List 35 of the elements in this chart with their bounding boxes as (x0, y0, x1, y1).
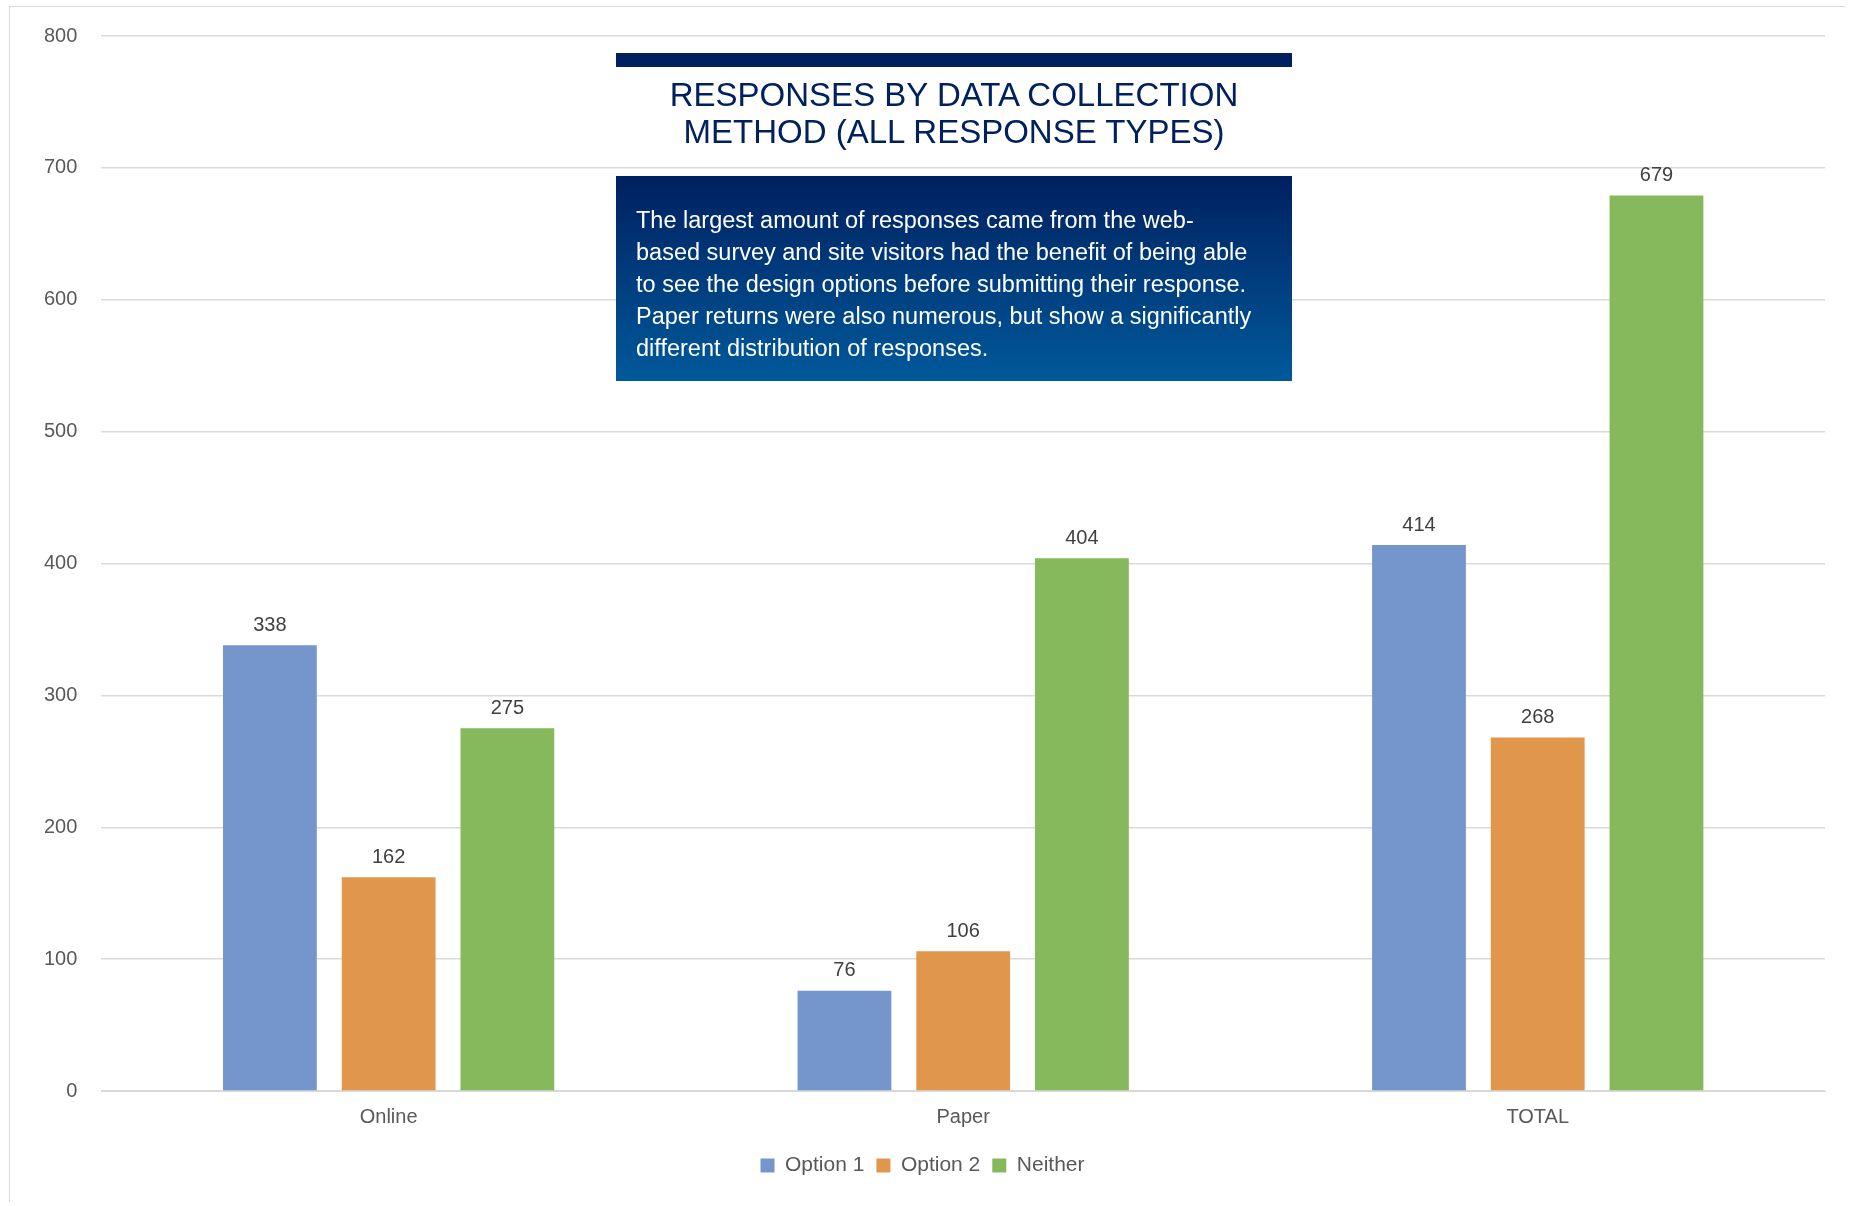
x-tick-label: TOTAL (1506, 1104, 1570, 1127)
y-tick-label: 500 (43, 419, 78, 442)
data-label: 414 (1402, 512, 1436, 535)
bar (1372, 545, 1466, 1091)
x-tick-label: Paper (936, 1104, 991, 1127)
data-label: 76 (833, 958, 856, 981)
legend-label: Neither (1016, 1152, 1085, 1176)
y-tick-label: 600 (43, 287, 78, 310)
y-tick-label: 300 (43, 682, 78, 705)
y-tick-label: 700 (43, 155, 78, 178)
annotation: The largest amount of responses came from the web-based survey and site visitors had the benefit of being able to see the design options before submitting their response. Paper returns were also numerous, but show a significantly different distribution of responses. (636, 206, 1253, 363)
data-label: 162 (371, 844, 406, 867)
text: RESPONSES BY DATA COLLECTION METHOD (ALL RESPONSE TYPES) (668, 76, 1240, 150)
y-tick-label: 0 (66, 1078, 78, 1101)
data-label: 275 (490, 695, 525, 718)
legend-label: Option 2 (900, 1152, 981, 1176)
data-label: 679 (1639, 163, 1674, 186)
data-label: 106 (946, 918, 980, 941)
y-tick-label: 800 (43, 23, 78, 46)
y-tick-label: 100 (43, 946, 78, 969)
bar (1609, 195, 1704, 1091)
bar (223, 645, 317, 1091)
data-label: 404 (1065, 525, 1099, 548)
legend-label: Option 1 (785, 1152, 865, 1176)
bar (1035, 558, 1129, 1091)
x-tick-label: Online (359, 1104, 418, 1127)
bar (341, 877, 436, 1091)
bar (797, 990, 892, 1091)
data-label: 268 (1521, 705, 1555, 728)
bar (460, 728, 555, 1091)
bar (916, 951, 1011, 1091)
bar (1490, 737, 1585, 1091)
y-tick-label: 200 (43, 814, 78, 837)
y-tick-label: 400 (43, 551, 78, 574)
data-label: 338 (253, 612, 287, 635)
